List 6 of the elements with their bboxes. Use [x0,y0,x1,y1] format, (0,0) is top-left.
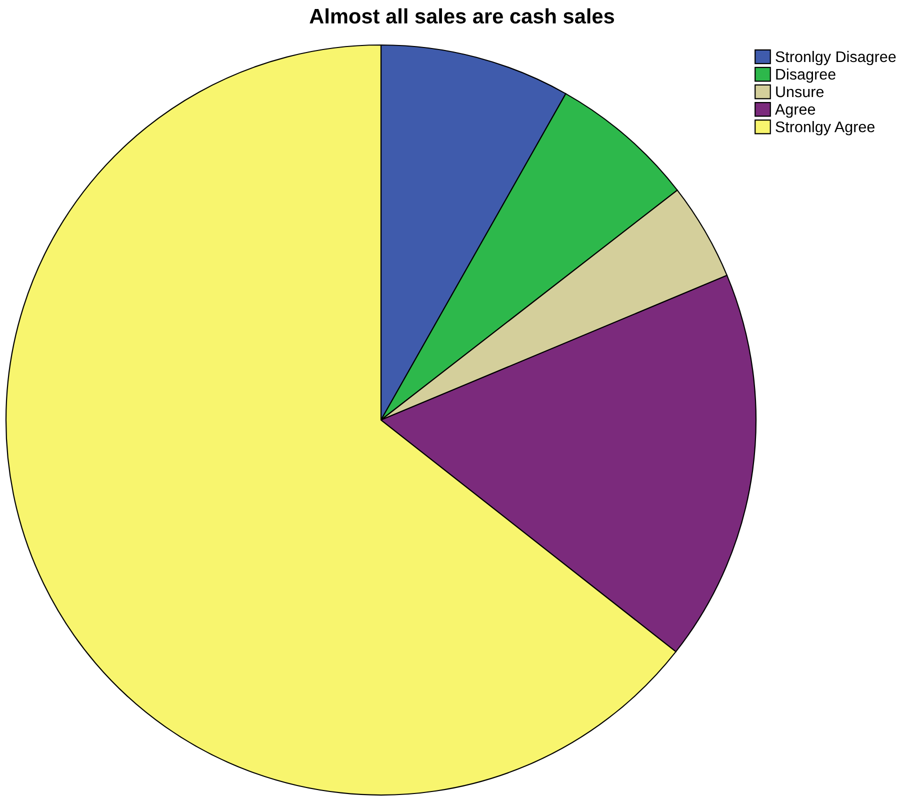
legend-label: Stronlgy Agree [776,121,875,136]
legend-label: Agree [774,104,816,118]
chart-title: Almost all sales are cash sales [310,8,614,24]
legend-label: Disagree [776,68,836,83]
legend-label: Unsure [776,86,824,98]
legend-label: Stronlgy Disagree [776,50,896,66]
